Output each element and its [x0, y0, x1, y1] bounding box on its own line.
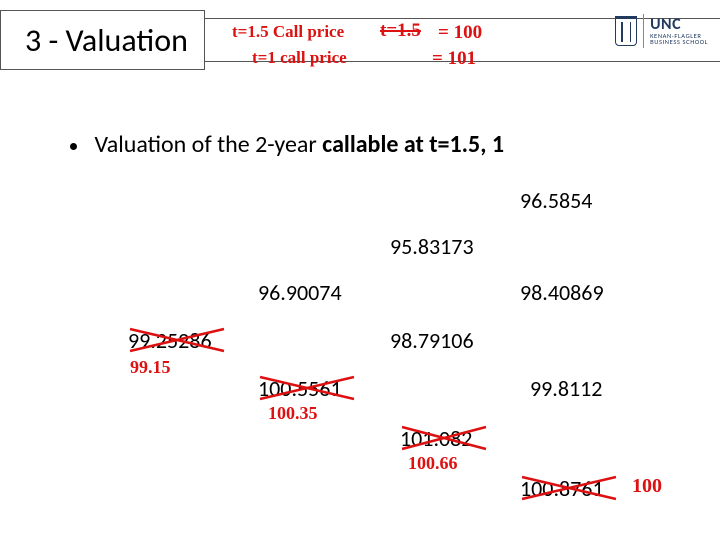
logo-sub2: BUSINESS SCHOOL	[650, 39, 708, 46]
slide-title: 3 - Valuation	[25, 21, 188, 60]
bullet-icon	[70, 143, 77, 150]
node-99-8112: 99.8112	[530, 375, 602, 402]
handnote-t15-eq: = 100	[438, 22, 482, 44]
node-99-25286: 99.25286	[128, 327, 212, 354]
valuation-tree: 96.5854 95.83173 96.90074 98.40869 99.25…	[0, 175, 720, 525]
title-box: 3 - Valuation	[0, 10, 205, 70]
node-98-79106: 98.79106	[390, 327, 474, 354]
logo-divider	[643, 14, 644, 48]
hand-repl-1008: 100	[632, 475, 662, 498]
handnote-t15: t=1.5 Call price	[232, 22, 344, 42]
header-logo: UNC KENAN-FLAGLER BUSINESS SCHOOL	[615, 14, 708, 48]
bullet-line: Valuation of the 2-year callable at t=1.…	[70, 130, 504, 159]
handnote-t15-strike: t=1.5	[380, 20, 421, 42]
logo-text: UNC KENAN-FLAGLER BUSINESS SCHOOL	[650, 17, 708, 46]
node-100-8761: 100.8761	[520, 475, 604, 502]
unc-well-icon	[615, 16, 637, 46]
hand-repl-1005: 100.35	[268, 403, 318, 424]
bullet-bold: callable at t=1.5, 1	[322, 130, 504, 159]
hand-repl-101: 100.66	[408, 453, 458, 474]
node-101-082: 101.082	[400, 425, 472, 452]
node-96-90074: 96.90074	[258, 279, 342, 306]
bullet-pre: Valuation of the 2-year	[94, 130, 322, 159]
node-96-5854: 96.5854	[520, 187, 592, 214]
handnote-t1: t=1 call price	[252, 48, 347, 68]
logo-unc: UNC	[650, 17, 708, 33]
hand-repl-99: 99.15	[130, 357, 171, 378]
node-100-5561: 100.5561	[258, 375, 342, 402]
handnote-t1-eq: = 101	[432, 48, 476, 70]
node-98-40869: 98.40869	[520, 279, 604, 306]
node-95-83173: 95.83173	[390, 233, 474, 260]
